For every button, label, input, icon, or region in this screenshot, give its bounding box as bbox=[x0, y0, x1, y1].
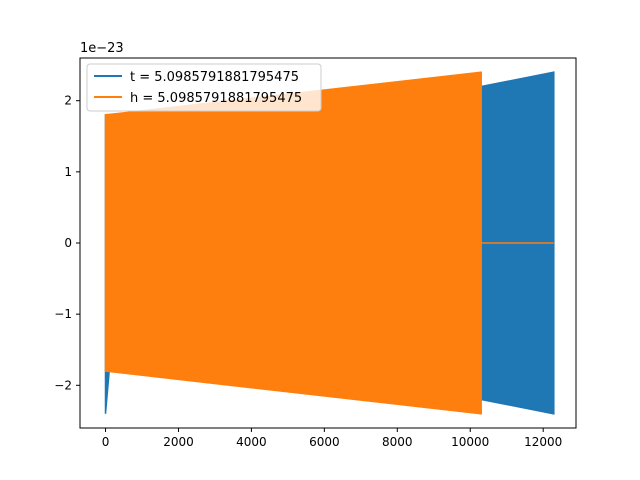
y-tick-label: −1 bbox=[54, 307, 72, 321]
x-tick-label: 2000 bbox=[163, 435, 194, 449]
x-axis-ticks: 0 2000 4000 6000 8000 10000 12000 bbox=[102, 428, 562, 449]
x-tick-label: 4000 bbox=[236, 435, 267, 449]
x-tick-label: 12000 bbox=[524, 435, 562, 449]
y-tick-label: 0 bbox=[64, 236, 72, 250]
y-offset-label: 1e−23 bbox=[80, 41, 124, 56]
x-tick-label: 8000 bbox=[382, 435, 413, 449]
y-tick-label: −2 bbox=[54, 378, 72, 392]
y-tick-label: 1 bbox=[64, 165, 72, 179]
x-tick-label: 10000 bbox=[451, 435, 489, 449]
x-tick-label: 0 bbox=[102, 435, 110, 449]
legend-label-h: h = 5.0985791881795475 bbox=[130, 91, 302, 106]
y-tick-label: 2 bbox=[64, 94, 72, 108]
series-h bbox=[104, 71, 554, 415]
legend: t = 5.0985791881795475 h = 5.09857918817… bbox=[86, 63, 322, 112]
x-tick-label: 6000 bbox=[309, 435, 340, 449]
y-axis-ticks: −2 −1 0 1 2 bbox=[54, 94, 80, 392]
legend-box bbox=[86, 63, 322, 112]
series-layer bbox=[104, 71, 555, 415]
legend-label-t: t = 5.0985791881795475 bbox=[130, 70, 299, 85]
series-h-oscillation-band bbox=[104, 71, 482, 415]
